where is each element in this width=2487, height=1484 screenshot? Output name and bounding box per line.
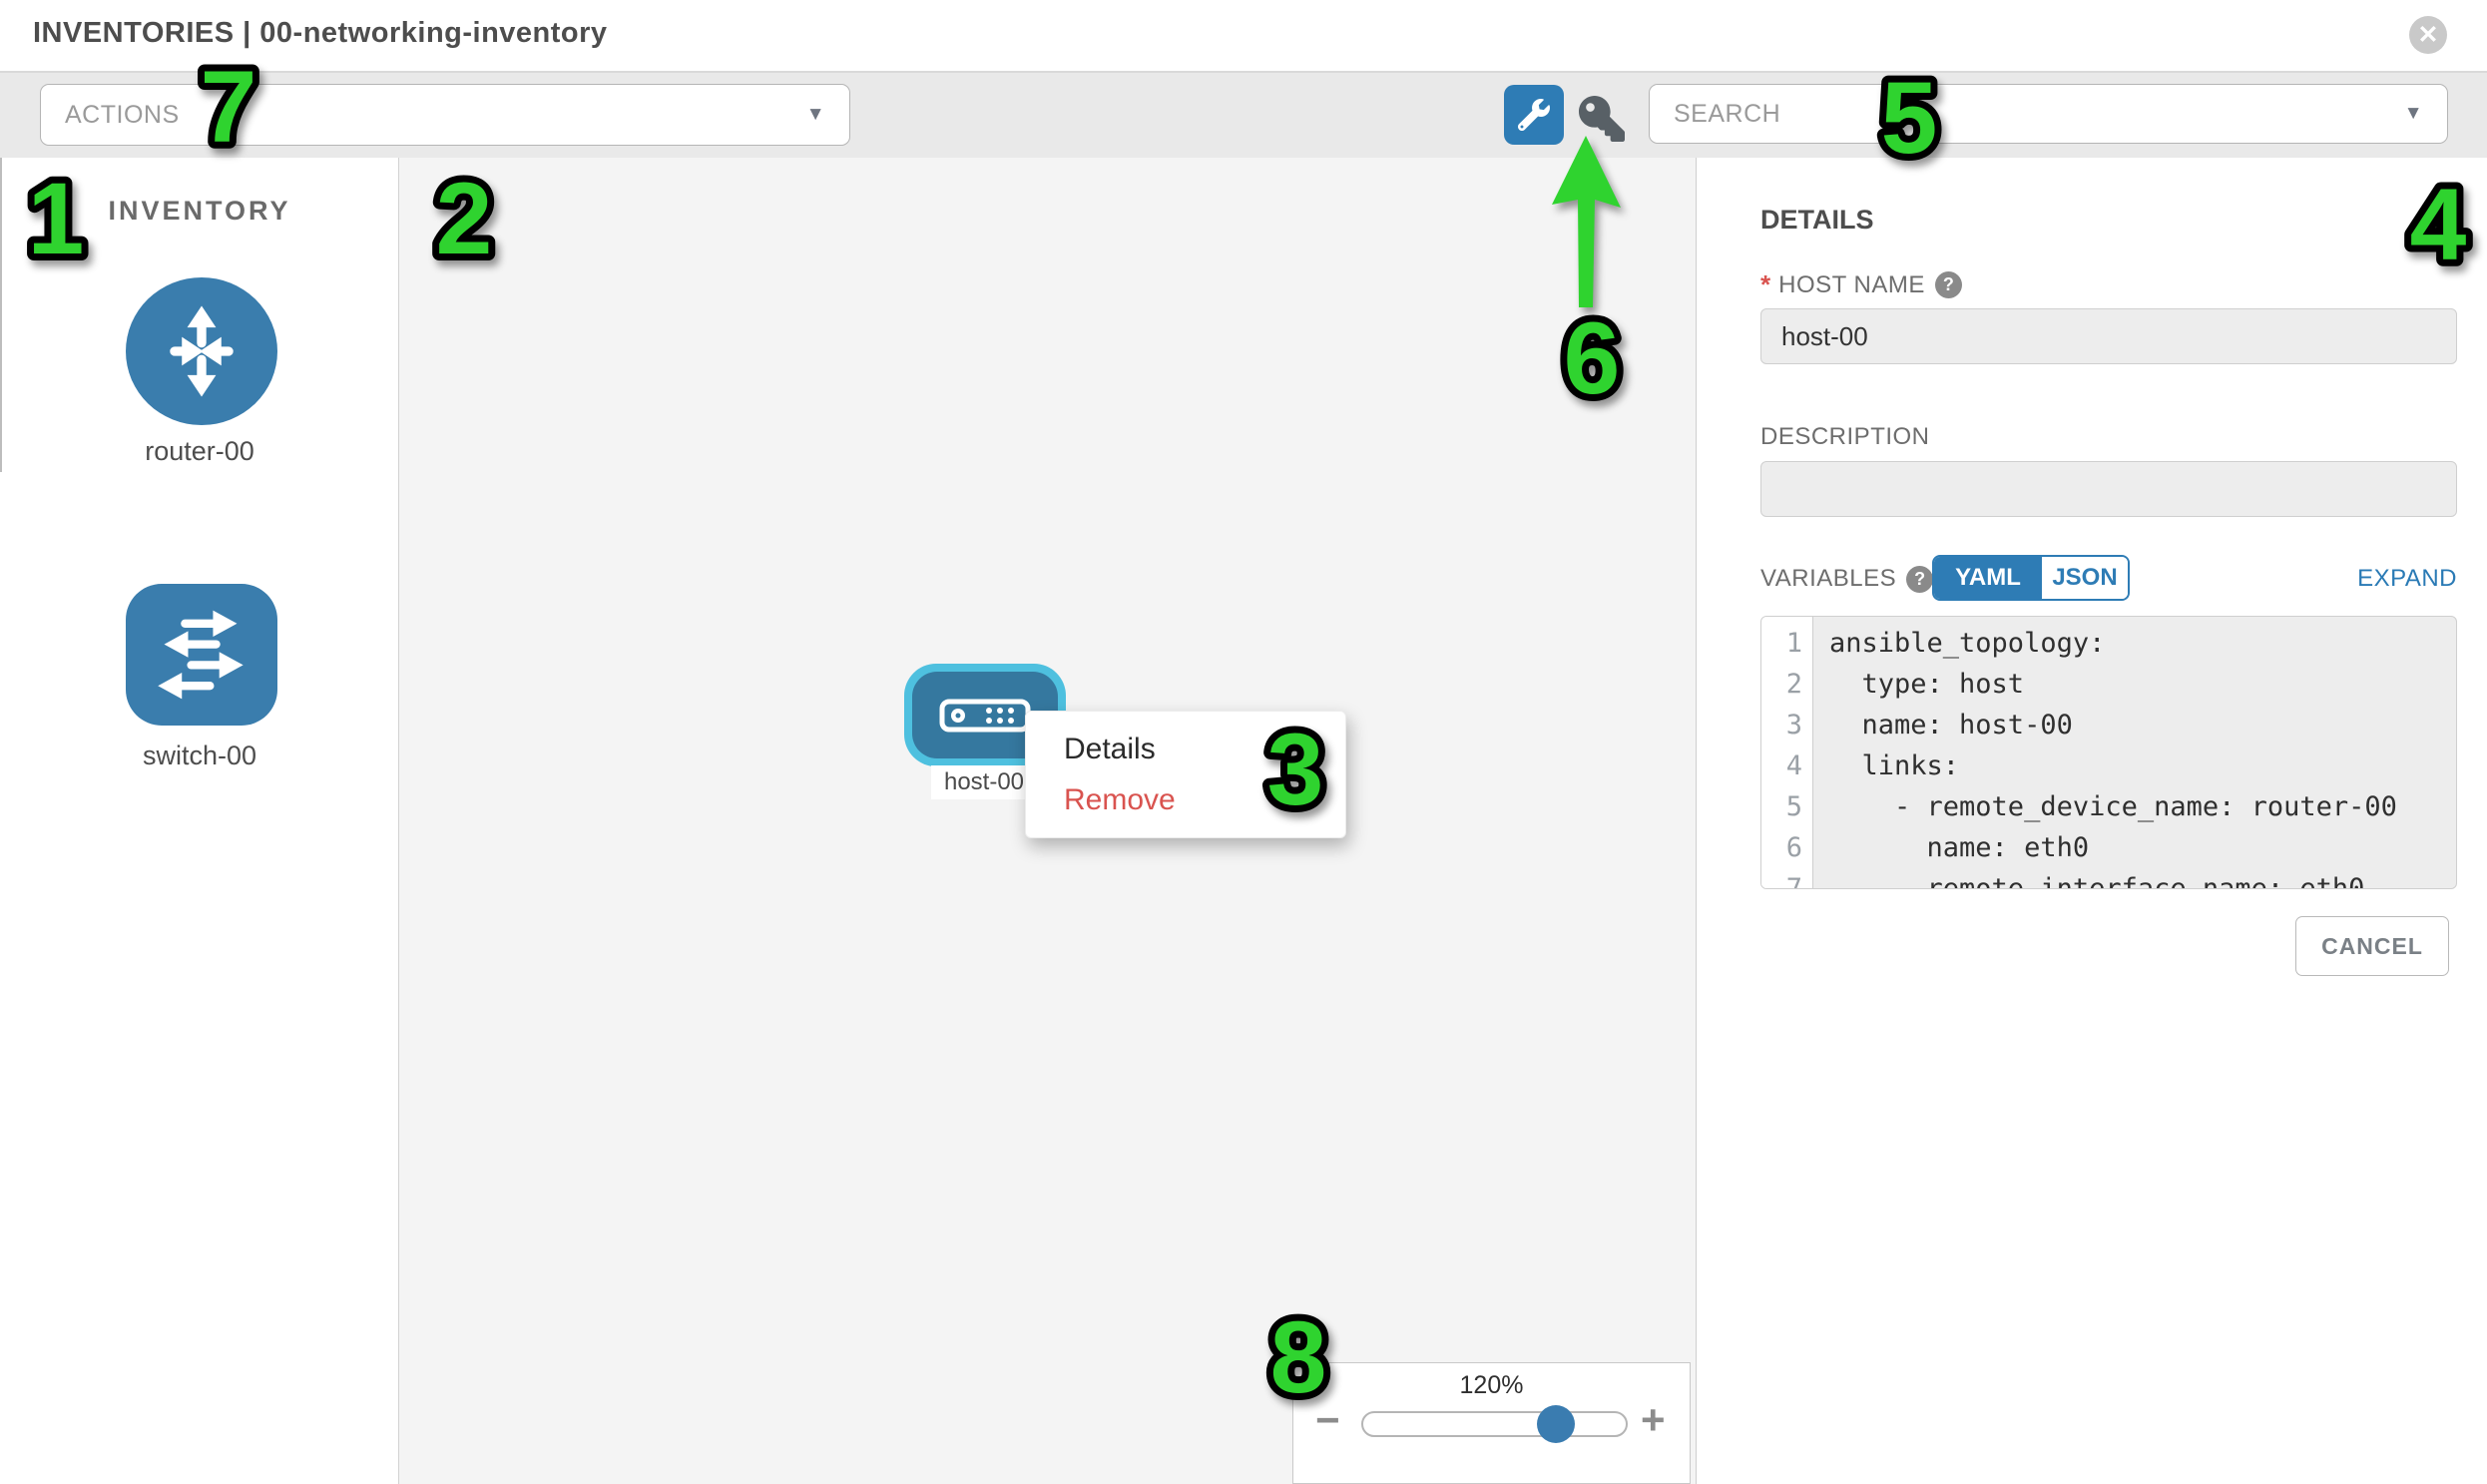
context-menu-item-details[interactable]: Details [1064,732,1156,765]
page-title: INVENTORIES | 00-networking-inventory [33,17,608,49]
zoom-out-button[interactable]: − [1315,1396,1340,1443]
palette-item-router[interactable] [126,277,277,425]
help-icon[interactable]: ? [1906,565,1934,593]
line-number: 2 [1785,669,1802,700]
variables-format-toggle: YAML JSON [1932,555,2130,601]
code-line: name: host-00 [1829,710,2073,741]
palette-item-router-label: router-00 [145,436,254,466]
description-input[interactable] [1760,461,2457,517]
zoom-in-button[interactable]: + [1641,1396,1666,1443]
help-icon[interactable]: ? [1934,271,1962,298]
details-panel-title: DETAILS [1760,205,1874,235]
zoom-level-value: 120% [1459,1371,1524,1399]
zoom-slider-thumb[interactable] [1537,1405,1575,1443]
line-number: 5 [1785,791,1802,822]
search-dropdown[interactable]: SEARCH ▼ [1649,84,2448,144]
router-icon [170,305,234,397]
code-line: remote_interface_name: eth0 [1829,873,2365,889]
close-icon[interactable]: ✕ [2409,16,2447,54]
host-name-input[interactable] [1760,308,2457,364]
node-host-00-label: host-00 [931,765,1037,799]
page-header: INVENTORIES | 00-networking-inventory ✕ [0,0,2487,73]
line-number: 1 [1785,628,1802,659]
code-line: ansible_topology: [1829,628,2106,659]
host-icon [939,699,1031,732]
key-button[interactable] [1579,96,1625,142]
line-number: 6 [1785,832,1802,863]
zoom-control: 120% − + [1292,1362,1691,1484]
code-line: - remote_device_name: router-00 [1829,791,2397,822]
palette-item-switch[interactable] [126,584,277,726]
chevron-down-icon: ▼ [805,104,825,125]
line-number: 3 [1785,710,1802,741]
description-label: DESCRIPTION [1760,423,1930,450]
variables-label-row: VARIABLES ? [1760,565,1934,593]
code-line: type: host [1829,669,2025,700]
toggle-json[interactable]: JSON [2042,557,2128,599]
editor-code[interactable]: ansible_topology: type: host name: host-… [1813,617,2456,888]
cancel-button[interactable]: CANCEL [2295,916,2449,976]
editor-line-numbers: 1 2 3 4 5 6 7 [1761,617,1813,888]
cancel-button-label: CANCEL [2321,932,2423,959]
variables-code-editor[interactable]: 1 2 3 4 5 6 7 ansible_topology: type: ho… [1760,616,2457,889]
search-dropdown-label: SEARCH [1674,99,1781,128]
code-line: links: [1829,750,1960,781]
host-name-label: HOST NAME [1778,270,1925,298]
inventory-panel-title: INVENTORY [108,196,291,226]
toggle-yaml[interactable]: YAML [1934,557,2042,599]
actions-dropdown[interactable]: ACTIONS ▼ [40,84,850,146]
host-name-label-row: * HOST NAME ? [1760,269,1962,300]
key-icon [1579,96,1625,142]
variables-label: VARIABLES [1760,565,1897,592]
configure-tool-button[interactable] [1504,85,1564,145]
code-line: name: eth0 [1829,832,2090,863]
expand-link[interactable]: EXPAND [2357,565,2457,592]
line-number: 4 [1785,750,1802,781]
scrollbar[interactable] [0,158,2,472]
context-menu-item-remove[interactable]: Remove [1064,782,1176,816]
required-asterisk: * [1760,269,1771,299]
close-glyph: ✕ [2417,21,2439,49]
actions-dropdown-label: ACTIONS [65,100,180,129]
palette-item-switch-label: switch-00 [142,741,257,770]
line-number: 7 [1785,873,1802,889]
zoom-slider-track[interactable] [1361,1411,1628,1437]
node-context-menu: Details Remove [1025,711,1346,838]
chevron-down-icon: ▼ [2403,103,2423,124]
wrench-icon [1518,99,1550,131]
switch-icon [158,610,244,700]
